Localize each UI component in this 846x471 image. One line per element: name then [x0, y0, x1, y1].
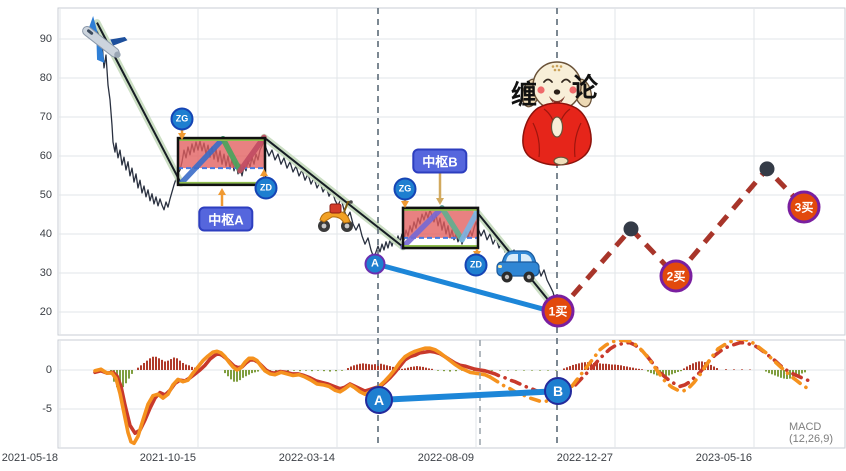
macd-y-tick-label: -5	[42, 403, 52, 415]
airplane-icon	[82, 16, 128, 64]
pivot-a-label: 中枢A	[198, 206, 254, 232]
price-y-tick-label: 60	[39, 150, 52, 162]
point-a-price: A	[364, 253, 386, 275]
price-y-tick-label: 90	[39, 33, 52, 45]
price-y-tick-label: 20	[39, 306, 52, 318]
zg-b-badge: ZG	[393, 177, 417, 201]
lun-character: 论	[571, 72, 599, 103]
zg-a-badge: ZG	[170, 107, 194, 131]
price-y-tick-label: 80	[39, 72, 52, 84]
monk-dog-mascot	[521, 61, 593, 166]
price-y-tick-label: 50	[39, 189, 52, 201]
x-tick-label: 2021-05-18	[1, 452, 58, 464]
pivot-b-label: 中枢B	[412, 148, 468, 174]
scooter-icon	[318, 200, 353, 232]
price-y-tick-label: 30	[39, 267, 52, 279]
point-b-macd: B	[544, 377, 572, 405]
chan-character: 缠	[510, 79, 538, 110]
price-y-tick-label: 70	[39, 111, 52, 123]
x-tick-label: 2022-03-14	[278, 452, 335, 464]
zd-a-badge: ZD	[254, 176, 278, 200]
x-tick-label: 2023-05-16	[695, 452, 752, 464]
price-y-tick-label: 40	[39, 228, 52, 240]
x-tick-label: 2022-12-27	[556, 452, 613, 464]
x-tick-label: 2021-10-15	[139, 452, 196, 464]
car-icon	[496, 250, 540, 283]
macd-indicator-label: MACD (12,26,9)	[788, 421, 833, 445]
x-tick-label: 2022-08-09	[417, 452, 474, 464]
point-a-macd: A	[365, 386, 393, 414]
zd-b-badge: ZD	[464, 253, 488, 277]
buy-3-badge: 3买	[787, 190, 821, 224]
macd-y-tick-label: 0	[45, 364, 52, 376]
buy-2-badge: 2买	[659, 259, 693, 293]
buy-1-badge: 1买	[541, 294, 575, 328]
